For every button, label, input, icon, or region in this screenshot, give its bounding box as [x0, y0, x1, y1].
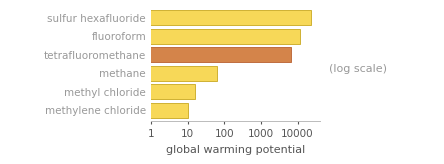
Bar: [0, 10, 312, 25]
Text: (log scale): (log scale): [329, 64, 387, 74]
Bar: [0, 103, 188, 118]
Bar: [0, 47, 291, 62]
Bar: [0, 66, 217, 81]
Bar: [0, 29, 300, 44]
Bar: [0, 84, 195, 99]
X-axis label: global warming potential: global warming potential: [166, 144, 305, 154]
